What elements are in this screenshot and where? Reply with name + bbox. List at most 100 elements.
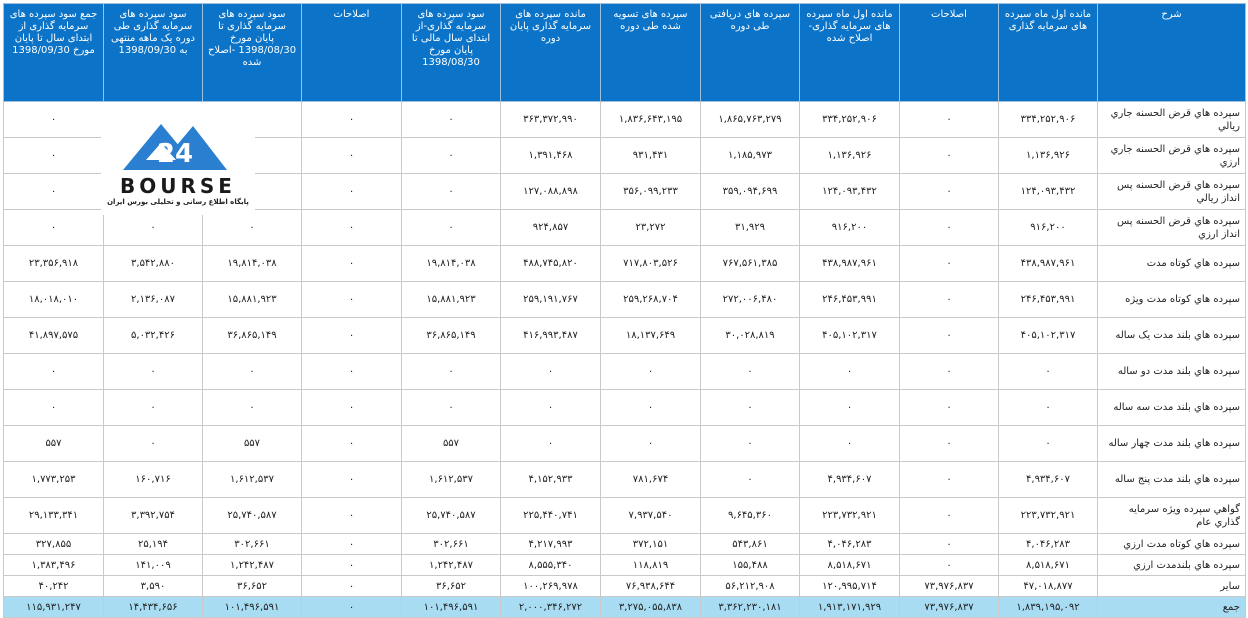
table-cell: ۱۵,۸۸۱,۹۲۳ bbox=[401, 281, 501, 318]
table-cell: ۰ bbox=[103, 353, 203, 390]
table-cell: ۱,۷۷۳,۲۵۳ bbox=[3, 461, 104, 498]
table-cell: ۴۱,۸۹۷,۵۷۵ bbox=[3, 317, 104, 354]
row-label: سپرده هاي قرض الحسنه جاري ارزي bbox=[1097, 137, 1246, 174]
table-cell: ۰ bbox=[700, 461, 800, 498]
row-label: جمع bbox=[1097, 596, 1246, 618]
table-cell: ۱۸,۱۳۷,۶۴۹ bbox=[600, 317, 701, 354]
table-cell: ۵۵۷ bbox=[202, 425, 302, 462]
table-row: سپرده هاي بلند مدت دو ساله ۰ ۰ ۰ ۰ ۰ ۰ ۰ ۰ ۰ ۰ ۰ bbox=[3, 353, 1246, 390]
table-cell: ۱,۸۶۵,۷۶۳,۲۷۹ bbox=[700, 101, 800, 138]
logo-number: 24 bbox=[157, 139, 193, 169]
table-cell: ۰ bbox=[700, 389, 800, 426]
table-cell: ۰ bbox=[301, 353, 402, 390]
table-cell: ۰ bbox=[600, 389, 701, 426]
table-cell: ۵۴۳,۸۶۱ bbox=[700, 533, 800, 555]
table-cell: ۴۱۶,۹۹۳,۴۸۷ bbox=[500, 317, 601, 354]
table-row: گواهي سپرده ويژه سرمايه گذاري عام ۲۲۳,۷۳۲… bbox=[3, 497, 1246, 534]
table-cell: ۰ bbox=[600, 425, 701, 462]
table-cell: ۷۳,۹۷۶,۸۳۷ bbox=[899, 575, 999, 597]
table-cell: ۰ bbox=[998, 425, 1098, 462]
table-cell: ۰ bbox=[301, 461, 402, 498]
table-cell: ۱۲۴,۰۹۳,۴۳۲ bbox=[799, 173, 900, 210]
table-cell: ۳۲۷,۸۵۵ bbox=[3, 533, 104, 555]
table-cell: ۳۶,۶۵۲ bbox=[202, 575, 302, 597]
table-cell: ۰ bbox=[899, 137, 999, 174]
table-cell: ۱۴۱,۰۰۹ bbox=[103, 554, 203, 576]
table-cell: ۲۲۵,۴۴۰,۷۴۱ bbox=[500, 497, 601, 534]
table-cell: ۰ bbox=[301, 101, 402, 138]
table-cell: ۹۱۶,۲۰۰ bbox=[799, 209, 900, 246]
row-label: سپرده هاي قرض الحسنه پس انداز ريالي bbox=[1097, 173, 1246, 210]
row-label: سپرده هاي بلند مدت پنج ساله bbox=[1097, 461, 1246, 498]
table-cell: ۱۰۰,۲۶۹,۹۷۸ bbox=[500, 575, 601, 597]
bourse24-logo: 24 BOURSE پایگاه اطلاع رسانی و تحلیلی بو… bbox=[101, 102, 255, 215]
table-cell: ۲۷۲,۰۰۶,۴۸۰ bbox=[700, 281, 800, 318]
table-cell: ۱,۸۳۶,۶۴۳,۱۹۵ bbox=[600, 101, 701, 138]
table-cell: ۷۱۷,۸۰۳,۵۲۶ bbox=[600, 245, 701, 282]
total-row: جمع ۱,۸۳۹,۱۹۵,۰۹۲ ۷۳,۹۷۶,۸۳۷ ۱,۹۱۳,۱۷۱,۹۲۹ ۳… bbox=[3, 596, 1246, 618]
table-cell: ۰ bbox=[899, 101, 999, 138]
table-cell: ۰ bbox=[700, 353, 800, 390]
table-cell: ۰ bbox=[301, 137, 402, 174]
table-cell: ۳,۵۴۲,۸۸۰ bbox=[103, 245, 203, 282]
table-cell: ۳,۳۹۲,۷۵۴ bbox=[103, 497, 203, 534]
table-row: سپرده هاي بلند مدت يک ساله ۴۰۵,۱۰۲,۳۱۷ ۰ ۴۰… bbox=[3, 317, 1246, 354]
row-label: سپرده هاي بلند مدت چهار ساله bbox=[1097, 425, 1246, 462]
table-cell: ۱۴,۴۳۴,۶۵۶ bbox=[103, 596, 203, 618]
table-cell: ۰ bbox=[500, 425, 601, 462]
table-cell: ۰ bbox=[998, 389, 1098, 426]
table-cell: ۴,۱۵۲,۹۳۳ bbox=[500, 461, 601, 498]
column-header-7: سود سپرده های سرمایه گذاری-از ابتدای سال… bbox=[401, 3, 501, 102]
table-cell: ۰ bbox=[3, 389, 104, 426]
table-row: سپرده هاي قرض الحسنه پس انداز ارزي ۹۱۶,۲۰… bbox=[3, 209, 1246, 246]
table-cell: ۲,۰۰۰,۳۴۶,۲۷۲ bbox=[500, 596, 601, 618]
table-cell: ۱,۳۹۱,۴۶۸ bbox=[500, 137, 601, 174]
table-cell: ۵,۰۳۲,۴۲۶ bbox=[103, 317, 203, 354]
table-cell: ۱۵,۸۸۱,۹۲۳ bbox=[202, 281, 302, 318]
table-cell: ۰ bbox=[899, 173, 999, 210]
table-cell: ۸,۵۱۸,۶۷۱ bbox=[799, 554, 900, 576]
table-cell: ۰ bbox=[401, 101, 501, 138]
table-cell: ۰ bbox=[799, 353, 900, 390]
table-cell: ۰ bbox=[301, 575, 402, 597]
table-cell: ۰ bbox=[202, 209, 302, 246]
table-cell: ۰ bbox=[899, 425, 999, 462]
table-cell: ۳۱,۹۲۹ bbox=[700, 209, 800, 246]
row-label: سپرده هاي بلند مدت سه ساله bbox=[1097, 389, 1246, 426]
table-cell: ۰ bbox=[202, 353, 302, 390]
table-cell: ۰ bbox=[301, 554, 402, 576]
table-cell: ۳۶۳,۳۷۲,۹۹۰ bbox=[500, 101, 601, 138]
table-cell: ۱,۶۱۲,۵۳۷ bbox=[401, 461, 501, 498]
table-cell: ۰ bbox=[301, 596, 402, 618]
deposits-table: شرح مانده اول ماه سپرده های سرمایه گذاری ا… bbox=[3, 3, 1246, 618]
table-cell: ۵۵۷ bbox=[3, 425, 104, 462]
header-row: شرح مانده اول ماه سپرده های سرمایه گذاری ا… bbox=[3, 3, 1246, 102]
table-cell: ۹,۶۴۵,۳۶۰ bbox=[700, 497, 800, 534]
table-cell: ۴۸۸,۷۴۵,۸۲۰ bbox=[500, 245, 601, 282]
table-cell: ۲,۱۳۶,۰۸۷ bbox=[103, 281, 203, 318]
table-cell: ۳,۵۹۰ bbox=[103, 575, 203, 597]
table-cell: ۳۶,۶۵۲ bbox=[401, 575, 501, 597]
table-cell: ۷۳,۹۷۶,۸۳۷ bbox=[899, 596, 999, 618]
row-label: سپرده هاي بلند مدت دو ساله bbox=[1097, 353, 1246, 390]
table-cell: ۰ bbox=[401, 353, 501, 390]
table-cell: ۰ bbox=[301, 389, 402, 426]
table-cell: ۳۵۶,۰۹۹,۲۳۳ bbox=[600, 173, 701, 210]
table-cell: ۱۰۱,۴۹۶,۵۹۱ bbox=[202, 596, 302, 618]
table-cell: ۰ bbox=[401, 209, 501, 246]
table-cell: ۲۲۳,۷۳۲,۹۲۱ bbox=[998, 497, 1098, 534]
table-cell: ۰ bbox=[301, 173, 402, 210]
table-cell: ۴,۹۳۴,۶۰۷ bbox=[998, 461, 1098, 498]
table-cell: ۳۰۲,۶۶۱ bbox=[401, 533, 501, 555]
table-cell: ۰ bbox=[899, 317, 999, 354]
logo-brand: BOURSE bbox=[120, 174, 236, 197]
row-label: سپرده هاي قرض الحسنه جاري ريالي bbox=[1097, 101, 1246, 138]
table-cell: ۴۳۸,۹۸۷,۹۶۱ bbox=[799, 245, 900, 282]
column-header-2: اصلاحات bbox=[899, 3, 999, 102]
table-cell: ۴۳۸,۹۸۷,۹۶۱ bbox=[998, 245, 1098, 282]
table-cell: ۰ bbox=[103, 389, 203, 426]
column-header-1: مانده اول ماه سپرده های سرمایه گذاری bbox=[998, 3, 1098, 102]
table-cell: ۰ bbox=[401, 389, 501, 426]
table-cell: ۳۰,۰۲۸,۸۱۹ bbox=[700, 317, 800, 354]
table-cell: ۱,۸۳۹,۱۹۵,۰۹۲ bbox=[998, 596, 1098, 618]
